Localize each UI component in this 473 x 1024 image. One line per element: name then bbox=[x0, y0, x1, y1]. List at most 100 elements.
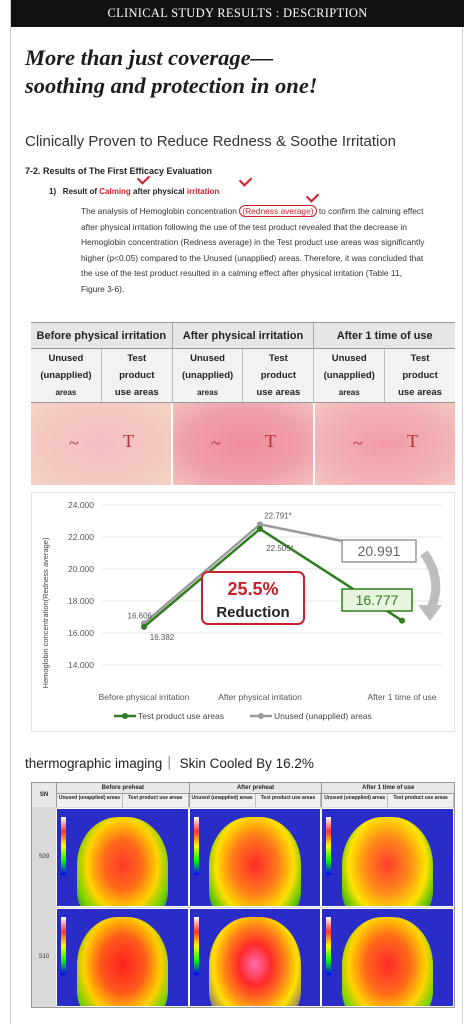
unused-label: 22.791* bbox=[264, 511, 292, 520]
marker-glyph: ~ bbox=[353, 433, 363, 453]
study-document-excerpt: 7-2. Results of The First Efficacy Evalu… bbox=[25, 166, 450, 294]
thermographic-grid: SN Before preheat Unused (unapplied) are… bbox=[31, 782, 455, 1008]
headline-line-1: More than just coverage— bbox=[25, 45, 274, 70]
x-tick-label: Before physical irritation bbox=[99, 692, 190, 702]
table-header: Before physical irritation After physica… bbox=[31, 323, 455, 349]
y-tick-label: 16.000 bbox=[68, 628, 94, 638]
test-label: 22.505* bbox=[266, 544, 294, 553]
chart-y-label: Hemoglobin concentration(Redness average… bbox=[41, 537, 50, 688]
headline-line-2: soothing and protection in one! bbox=[25, 73, 318, 98]
arrow-head-icon bbox=[418, 605, 442, 621]
group-after-preheat: After preheat Unused (unapplied) areas Te… bbox=[188, 783, 322, 807]
thermal-image bbox=[56, 908, 189, 1007]
y-tick-label: 24.000 bbox=[68, 500, 94, 510]
hemoglobin-line-chart: Hemoglobin concentration(Redness average… bbox=[31, 492, 455, 732]
test-end-box bbox=[341, 588, 413, 612]
page-frame: CLINICAL STUDY RESULTS : DESCRIPTION Mor… bbox=[10, 0, 464, 1024]
thermal-image bbox=[56, 808, 189, 907]
subheader-unused: Unused (unapplied) areas bbox=[314, 349, 386, 402]
marker-glyph: T bbox=[265, 431, 276, 451]
thermo-header: Before preheat Unused (unapplied) areas T… bbox=[56, 783, 455, 807]
marker-glyph: ~ bbox=[69, 433, 79, 453]
checkmark-icon bbox=[305, 189, 320, 203]
subheader-test: Test product use areas bbox=[398, 353, 442, 398]
row-label-s09: S09 bbox=[38, 854, 50, 860]
group-before-preheat: Before preheat Unused (unapplied) areas T… bbox=[56, 783, 189, 807]
redness-average-highlight: (Redness average) bbox=[239, 205, 317, 217]
subheader-unused: Unused (unapplied) areas bbox=[173, 349, 244, 402]
data-point bbox=[257, 525, 263, 532]
item-pre: Result of bbox=[62, 187, 100, 196]
face-heatmap bbox=[341, 916, 434, 1006]
result-paragraph: The analysis of Hemoglobin concentration… bbox=[81, 204, 426, 298]
legend-label-unused: Unused (unapplied) areas bbox=[274, 711, 372, 721]
thermal-image bbox=[321, 808, 454, 907]
section-title: 7-2. Results of The First Efficacy Evalu… bbox=[25, 166, 213, 176]
item-number: 1) bbox=[49, 187, 57, 196]
unused-label: 20.991 bbox=[358, 543, 401, 559]
face-heatmap bbox=[341, 816, 434, 906]
para-part-1: The analysis of Hemoglobin concentration bbox=[81, 206, 240, 216]
temperature-scale-bar bbox=[193, 917, 199, 976]
face-heatmap bbox=[76, 916, 169, 1006]
test-label: 16.777 bbox=[356, 592, 399, 608]
headline: More than just coverage— soothing and pr… bbox=[25, 44, 318, 100]
face-heatmap bbox=[209, 916, 301, 1006]
subheading: Clinically Proven to Reduce Redness & So… bbox=[25, 133, 397, 150]
reduction-label: Reduction bbox=[216, 604, 289, 621]
skin-photo-row: ~ T ~ T ~ T bbox=[31, 403, 455, 485]
thermographic-title: thermographic imaging｜ Skin Cooled By 16… bbox=[25, 756, 314, 771]
test-label: 16.382 bbox=[150, 633, 175, 642]
y-tick-label: 20.000 bbox=[68, 564, 94, 574]
data-point bbox=[257, 521, 263, 528]
thermal-image bbox=[188, 908, 322, 1007]
y-tick-label: 22.000 bbox=[68, 532, 94, 542]
banner-title: CLINICAL STUDY RESULTS : DESCRIPTION bbox=[107, 6, 368, 20]
unused-end-box bbox=[341, 539, 417, 563]
thermal-image bbox=[321, 908, 454, 1007]
legend-dot-unused bbox=[258, 713, 264, 719]
skin-photo-after-irritation: ~ T bbox=[173, 403, 315, 485]
result-item-title: 1) Result of Calming after physical irri… bbox=[49, 187, 219, 196]
curved-arrow-icon bbox=[420, 550, 441, 613]
calming-highlight: Calming bbox=[99, 187, 131, 196]
face-heatmap bbox=[76, 816, 169, 906]
subheader-test: Test product use areas bbox=[243, 349, 315, 402]
skin-photo-before: ~ T bbox=[31, 403, 173, 485]
data-point bbox=[141, 623, 147, 630]
header-after-use: After 1 time of use bbox=[336, 329, 433, 342]
group-after-use: After 1 time of use Unused (unapplied) a… bbox=[321, 783, 455, 807]
marker-glyph: ~ bbox=[211, 433, 221, 453]
temperature-scale-bar bbox=[61, 917, 66, 976]
sn-header: SN bbox=[32, 783, 56, 807]
row-label-s10: S10 bbox=[38, 954, 50, 960]
header-after-irritation: After physical irritation bbox=[173, 323, 315, 348]
item-mid: after physical bbox=[130, 187, 187, 196]
face-heatmap bbox=[209, 816, 301, 906]
subheader-test: Test product use areas bbox=[102, 349, 173, 402]
x-tick-label: After physical irritation bbox=[218, 692, 302, 702]
header-before-irritation: Before physical irritation bbox=[31, 323, 173, 348]
x-tick-label: After 1 time of use bbox=[368, 692, 437, 702]
temperature-scale-bar bbox=[326, 817, 332, 876]
y-tick-label: 18.000 bbox=[68, 596, 94, 606]
marker-glyph: T bbox=[123, 431, 134, 451]
legend-label-test: Test product use areas bbox=[138, 711, 224, 721]
reduction-callout-box bbox=[201, 571, 305, 625]
skin-photo-after-use: ~ T bbox=[315, 403, 455, 485]
y-tick-label: 14.000 bbox=[68, 660, 94, 670]
legend-dot-test bbox=[122, 713, 128, 719]
data-point bbox=[399, 617, 405, 624]
thermal-image bbox=[188, 808, 322, 907]
unused-label: 16.606 bbox=[128, 611, 153, 620]
para-part-2: to confirm the calming effect after phys… bbox=[81, 206, 425, 294]
section-banner: CLINICAL STUDY RESULTS : DESCRIPTION bbox=[11, 0, 464, 27]
marker-glyph: T bbox=[407, 431, 418, 451]
temperature-scale-bar bbox=[326, 917, 332, 976]
reduction-percent: 25.5% bbox=[227, 579, 278, 599]
table-subheader: Unused (unapplied) areas Test product use ar… bbox=[31, 349, 455, 403]
temperature-scale-bar bbox=[193, 817, 199, 876]
subheader-unused: Unused (unapplied) areas bbox=[31, 349, 102, 402]
irritation-highlight: irritation bbox=[186, 187, 220, 196]
chart-svg: Hemoglobin concentration(Redness average… bbox=[41, 500, 442, 721]
